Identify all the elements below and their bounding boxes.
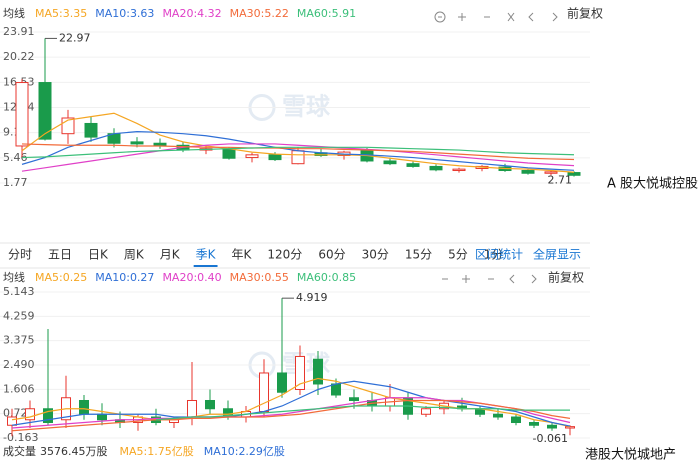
tab[interactable]: 月K — [160, 248, 181, 262]
candle-body — [331, 383, 341, 396]
candle-body — [38, 82, 52, 140]
candle-body — [529, 422, 539, 426]
ma-line — [21, 143, 575, 172]
candle-body — [452, 168, 466, 172]
y-tick-label: 5.46 — [3, 151, 28, 164]
tab[interactable]: 60分 — [318, 248, 345, 262]
legend-item: MA10:3.63 — [95, 7, 154, 20]
low-label: 2.71 — [548, 174, 573, 187]
ma-line — [21, 143, 575, 161]
candle-body — [291, 150, 305, 165]
candle-body — [493, 413, 503, 418]
volume-ma: MA10:2.29亿股 — [204, 445, 285, 458]
candle-body — [79, 399, 89, 415]
y-tick-label: 20.22 — [3, 50, 35, 63]
ma-line — [155, 405, 570, 421]
legend-item: MA10:0.27 — [95, 271, 154, 284]
candle-body — [421, 408, 431, 415]
candle-body — [511, 416, 521, 424]
candle-body — [97, 413, 107, 421]
tab[interactable]: 日K — [88, 248, 109, 262]
candle-body — [245, 154, 259, 159]
watermark: 雪球 — [282, 93, 331, 121]
legend-item: MA60:5.91 — [297, 7, 356, 20]
legend-item: MA60:0.85 — [297, 271, 356, 284]
candle-body — [544, 171, 558, 174]
watermark: 雪球 — [282, 350, 331, 378]
candle-body — [7, 416, 17, 426]
candle-body — [567, 172, 581, 176]
legend-item: MA5:3.35 — [35, 7, 87, 20]
low-label: -0.061 — [533, 432, 568, 445]
candle-body — [349, 397, 359, 401]
candle-body — [130, 141, 144, 145]
tab[interactable]: 5分 — [448, 248, 468, 262]
ma-line — [11, 377, 571, 428]
y-tick-label: 23.91 — [3, 25, 35, 38]
ma-line — [11, 399, 571, 432]
ma-line — [21, 146, 575, 159]
volume-text: 成交量 — [3, 444, 36, 458]
high-label: 4.919 — [296, 291, 328, 304]
stock-name: A 股大悦城控股 — [607, 177, 698, 192]
tab[interactable]: 120分 — [267, 248, 302, 262]
candle-body — [295, 355, 305, 390]
legend-item: MA30:0.55 — [230, 271, 289, 284]
ma-line — [11, 380, 571, 427]
legend-item: MA20:0.40 — [162, 271, 221, 284]
tab[interactable]: 分时 — [8, 248, 32, 262]
candle-body — [429, 165, 443, 171]
stock-name: 港股大悦城地产 — [585, 448, 676, 463]
candle-body — [43, 408, 53, 424]
candle-body — [547, 424, 557, 429]
candle-body — [565, 426, 575, 429]
candle-body — [268, 154, 282, 161]
tab[interactable]: 周K — [124, 248, 145, 262]
y-tick-label: 2.490 — [3, 358, 35, 371]
toolbar-icons[interactable] — [442, 274, 537, 284]
ma-line — [21, 131, 575, 171]
candle-body — [15, 82, 29, 147]
legend-item: MA20:4.32 — [162, 7, 221, 20]
tab[interactable]: 年K — [232, 248, 253, 262]
volume-text: 3576.45万股 — [40, 445, 108, 458]
candle-body — [259, 372, 269, 413]
tab[interactable]: 季K — [196, 248, 217, 262]
toolbar-icons[interactable] — [434, 11, 558, 23]
y-tick-label: 1.77 — [3, 176, 28, 189]
tab[interactable]: 15分 — [405, 248, 432, 262]
candle-body — [187, 399, 197, 418]
candle-body — [521, 170, 535, 174]
y-tick-label: 5.143 — [3, 285, 35, 298]
legend-title: 均线 — [3, 270, 25, 284]
tab[interactable]: 五日 — [48, 248, 72, 262]
y-tick-label: 3.375 — [3, 334, 35, 347]
high-label: 22.97 — [59, 31, 91, 44]
candle-body — [25, 408, 35, 421]
action-button[interactable]: 全屏显示 — [533, 247, 581, 262]
candle-body — [383, 160, 397, 165]
legend-item: MA5:0.25 — [35, 271, 87, 284]
y-tick-label: 1.606 — [3, 382, 35, 395]
candle-body — [205, 399, 215, 410]
candle-body — [406, 163, 420, 167]
candle-body — [84, 122, 98, 138]
y-tick-label: -0.163 — [3, 431, 38, 444]
adjust-button[interactable]: 前复权 — [548, 270, 584, 285]
action-button[interactable]: 区间统计 — [475, 248, 523, 262]
legend-item: MA30:5.22 — [230, 7, 289, 20]
legend-title: 均线 — [3, 6, 25, 20]
y-tick-label: 4.259 — [3, 309, 35, 322]
candle-body — [277, 372, 287, 393]
adjust-button[interactable]: 前复权 — [567, 6, 603, 21]
tab[interactable]: 1分 — [484, 248, 504, 262]
candle-body — [222, 148, 236, 159]
candle-body — [313, 358, 323, 385]
tab[interactable]: 30分 — [362, 248, 389, 262]
volume-ma: MA5:1.75亿股 — [120, 445, 194, 458]
ma-line — [21, 112, 575, 173]
